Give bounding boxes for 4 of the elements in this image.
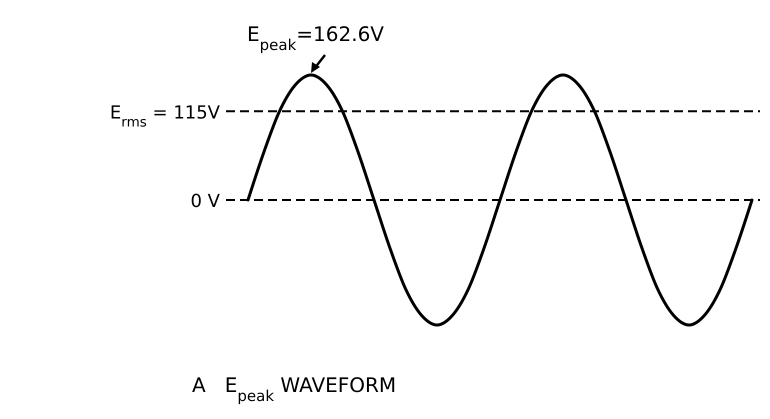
text: A E$_{peak}$ WAVEFORM (192, 373, 396, 405)
text: E$_{rms}$ = 115V (110, 102, 221, 130)
ref-line-label: 0 V (190, 191, 221, 212)
text: E$_{peak}$=162.6V (247, 22, 384, 54)
